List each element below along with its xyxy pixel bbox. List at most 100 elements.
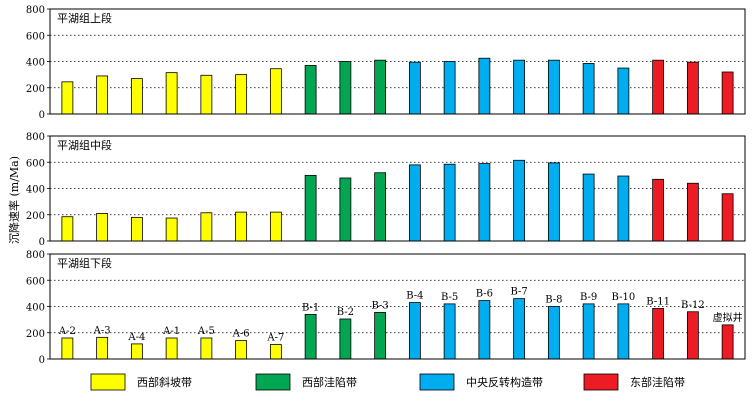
bar: [513, 159, 526, 242]
bar: [443, 303, 456, 360]
well-label: B-7: [510, 287, 527, 298]
bar: [304, 174, 317, 242]
bar: [652, 59, 665, 115]
bar: [617, 175, 630, 242]
well-label: B-11: [646, 296, 670, 307]
panel-frame: [49, 135, 746, 242]
well-label: A-2: [58, 326, 76, 337]
y-tick-label: 0: [39, 355, 45, 366]
bar: [547, 162, 560, 242]
y-axis-label: 沉降速率 (m/Ma): [7, 156, 21, 244]
well-label: A-1: [162, 326, 180, 337]
bar: [408, 61, 421, 115]
legend-label: 东部洼陷带: [630, 375, 685, 389]
well-label: B-1: [302, 302, 319, 313]
legend-swatch: [583, 373, 619, 391]
bar: [165, 217, 178, 242]
bar: [652, 178, 665, 242]
bar: [686, 61, 699, 115]
bar: [374, 172, 387, 242]
legend-swatch: [255, 373, 291, 391]
bar: [165, 337, 178, 360]
well-label: A-7: [266, 333, 284, 344]
bar: [339, 318, 352, 360]
y-tick-label: 400: [26, 185, 45, 196]
well-label: B-12: [681, 300, 705, 311]
y-tick-label: 400: [26, 303, 45, 314]
well-label: B-2: [337, 307, 354, 318]
y-tick-label: 800: [26, 5, 45, 16]
bar: [61, 81, 74, 115]
well-label: B-5: [441, 292, 458, 303]
well-label: 虚拟井: [713, 311, 743, 324]
well-label: A-4: [127, 332, 145, 343]
bar: [443, 163, 456, 242]
bar: [374, 59, 387, 115]
y-tick-label: 200: [26, 329, 45, 340]
bar: [200, 74, 213, 115]
bar: [408, 164, 421, 242]
well-label: B-10: [612, 292, 636, 303]
bar: [686, 182, 699, 242]
bar: [235, 74, 248, 115]
well-label: A-5: [197, 326, 215, 337]
bar: [130, 343, 143, 360]
panel-title: 平湖组中段: [57, 138, 112, 152]
bar: [235, 211, 248, 242]
bar: [582, 63, 595, 115]
bar: [513, 59, 526, 115]
legend-label: 西部斜坡带: [137, 375, 192, 389]
bar: [374, 312, 387, 360]
y-tick-label: 400: [26, 58, 45, 69]
legend-label: 中央反转构造带: [466, 375, 543, 389]
well-label: B-8: [545, 295, 562, 306]
bar: [235, 340, 248, 360]
bar: [339, 61, 352, 115]
bar: [513, 298, 526, 360]
y-tick-label: 600: [26, 31, 45, 42]
bar: [61, 337, 74, 360]
bar: [408, 302, 421, 360]
panel-frame: [49, 253, 746, 360]
bar: [96, 213, 109, 242]
bar: [721, 71, 734, 115]
bar: [478, 163, 491, 242]
bar: [200, 212, 213, 242]
y-tick-label: 0: [39, 110, 45, 121]
panel-title: 平湖组上段: [57, 11, 112, 25]
bar: [61, 216, 74, 242]
well-label: A-6: [232, 329, 250, 340]
y-tick-label: 0: [39, 237, 45, 248]
bar: [547, 59, 560, 115]
bar: [165, 72, 178, 115]
bar: [130, 78, 143, 115]
well-label: B-3: [371, 300, 388, 311]
bar: [269, 344, 282, 360]
well-label: B-4: [406, 291, 423, 302]
y-tick-label: 200: [26, 211, 45, 222]
well-label: B-9: [580, 292, 597, 303]
bar: [582, 303, 595, 360]
bar: [582, 173, 595, 242]
legend-swatch: [90, 373, 126, 391]
panel-frame: [49, 8, 746, 115]
bar: [478, 300, 491, 360]
well-label: B-6: [476, 289, 493, 300]
bar: [547, 306, 560, 360]
legend-swatch: [419, 373, 455, 391]
bar: [200, 337, 213, 360]
y-tick-label: 200: [26, 84, 45, 95]
bar: [617, 67, 630, 115]
bar: [269, 68, 282, 115]
bar: [304, 65, 317, 115]
bar: [686, 311, 699, 360]
y-tick-label: 600: [26, 276, 45, 287]
y-tick-label: 800: [26, 132, 45, 143]
bar: [617, 303, 630, 360]
bar: [130, 216, 143, 242]
bar: [652, 308, 665, 360]
bar: [96, 75, 109, 115]
bar: [269, 211, 282, 242]
y-tick-label: 800: [26, 250, 45, 261]
